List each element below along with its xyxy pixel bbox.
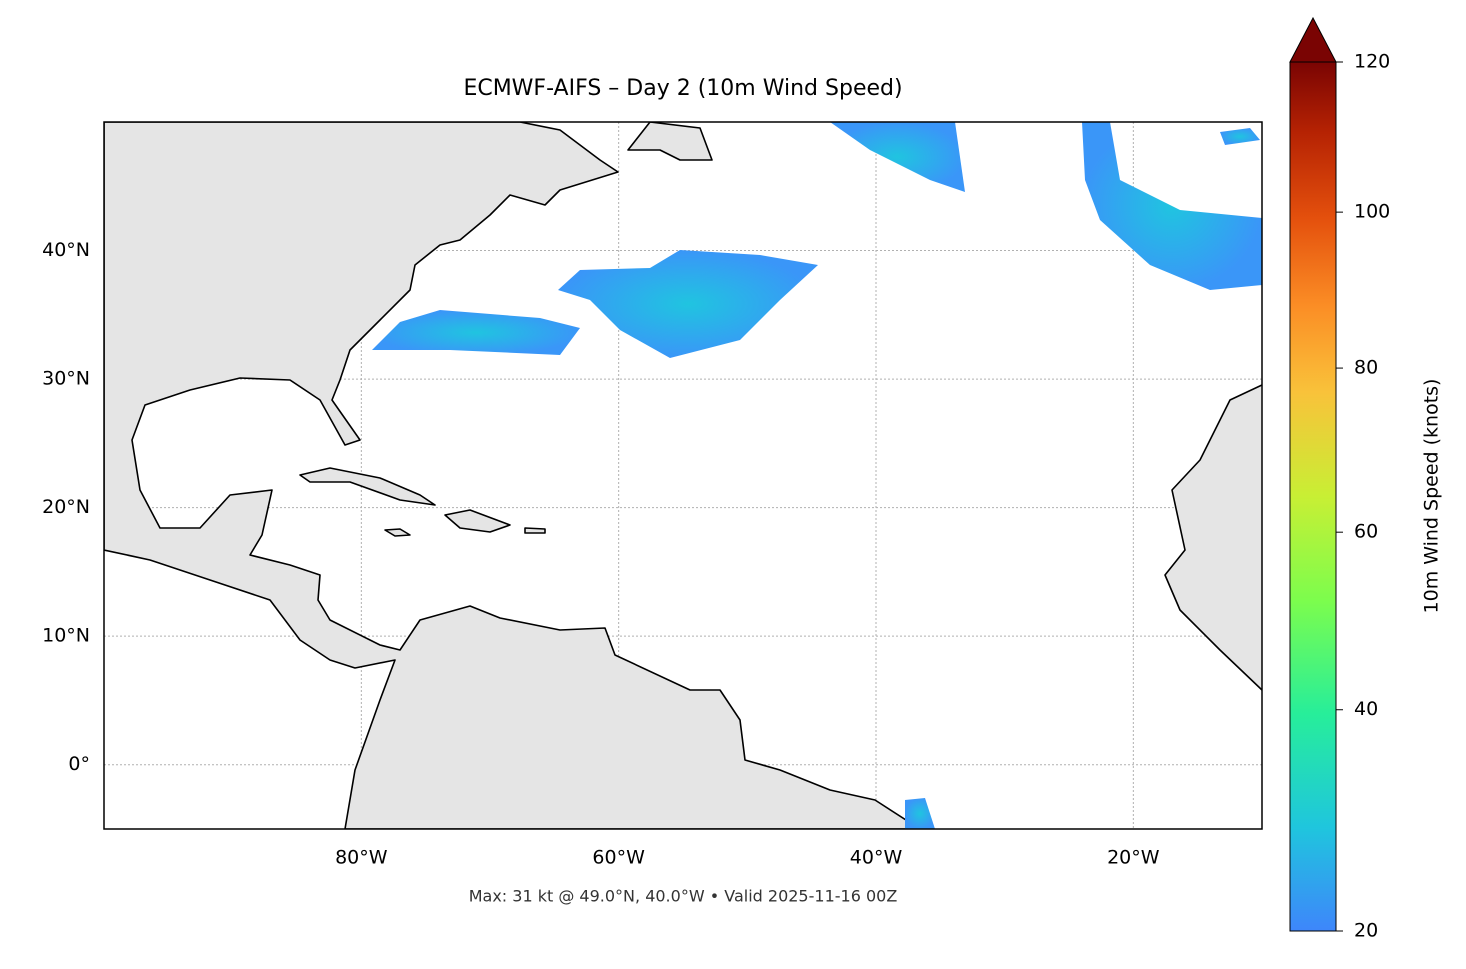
y-tick-label: 20°N [42,496,90,518]
map-frame [103,121,1263,830]
map-area [104,122,1262,829]
map-title: ECMWF-AIFS – Day 2 (10m Wind Speed) [463,76,902,101]
x-tick-label: 60°W [592,847,645,869]
colorbar-extension [1289,16,1337,63]
colorbar-tick-label: 80 [1354,357,1378,379]
hispaniola [444,509,511,533]
y-tick-label: 10°N [42,625,90,647]
wind-area [830,122,965,192]
americas [104,122,921,829]
wind-area [372,310,580,355]
y-tick-label: 0° [68,753,90,775]
africa [1164,384,1262,691]
colorbar-label: 10m Wind Speed (knots) [1421,379,1443,614]
x-tick-label: 40°W [850,847,903,869]
x-tick-label: 20°W [1107,847,1160,869]
y-tick-label: 40°N [42,239,90,261]
colorbar-tick-label: 40 [1354,698,1378,720]
y-tick-label: 30°N [42,368,90,390]
cuba [299,467,436,506]
colorbar-tick-label: 100 [1354,201,1390,223]
colorbar-tick-label: 120 [1354,51,1390,73]
wind-area [1220,128,1260,145]
wind-area [558,250,818,358]
colorbar-tick-label: 60 [1354,521,1378,543]
jamaica [384,528,411,537]
colorbar-tick-label: 20 [1354,920,1378,942]
puerto-rico [524,527,546,534]
newfoundland [627,122,713,161]
x-tick-label: 80°W [335,847,388,869]
footnote: Max: 31 kt @ 49.0°N, 40.0°W • Valid 2025… [469,887,898,906]
colorbar [1289,61,1337,932]
wind-area [1082,122,1262,290]
wind-area [905,798,935,829]
